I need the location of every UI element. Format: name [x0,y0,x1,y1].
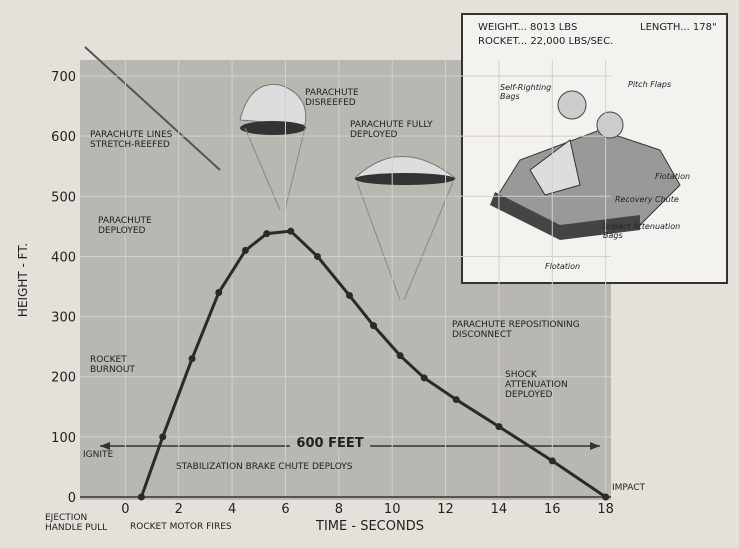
x-tick-label: 8 [335,502,343,517]
inset-label: Flotation [545,262,605,271]
y-tick-label: 200 [51,371,76,386]
y-tick-label: 700 [51,70,76,85]
y-axis-label: HEIGHT - FT. [16,243,30,317]
data-point [549,457,556,464]
annotation: EJECTION HANDLE PULL [45,513,120,533]
y-tick-label: 300 [51,311,76,326]
annotation: STABILIZATION BRAKE CHUTE DEPLOYS [176,462,406,472]
annotation: PARACHUTE FULLY DEPLOYED [350,120,440,140]
annotation: PARACHUTE LINES STRETCH-REEFED [90,130,185,150]
data-point [602,494,609,501]
inset-spec: ROCKET... 22,000 LBS/SEC. [478,36,678,47]
inset-spec: LENGTH... 178" [640,22,720,33]
annotation: ROCKET BURNOUT [90,355,150,375]
x-tick-label: 16 [544,502,561,517]
data-point [189,355,196,362]
data-point [159,433,166,440]
data-point [287,228,294,235]
annotation: IMPACT [612,483,672,493]
annotation: PARACHUTE DEPLOYED [98,216,178,236]
inset-label: Recovery Chute [615,195,695,204]
annotation: 600 FEET [290,439,370,449]
inset-box [462,14,727,283]
x-axis-label: TIME - SECONDS [315,519,424,534]
data-point [453,396,460,403]
x-tick-label: 6 [281,502,289,517]
annotation: SHOCK ATTENUATION DEPLOYED [505,370,595,400]
inset-label: Flotation [655,172,715,181]
y-tick-label: 600 [51,130,76,145]
annotation: ROCKET MOTOR FIRES [130,522,280,532]
x-tick-label: 14 [491,502,508,517]
data-point [263,230,270,237]
data-point [242,247,249,254]
y-tick-label: 400 [51,250,76,265]
data-point [495,423,502,430]
x-tick-label: 4 [228,502,236,517]
x-tick-label: 2 [175,502,183,517]
data-point [370,322,377,329]
data-point [138,494,145,501]
annotation: IGNITE [83,450,133,460]
data-point [314,253,321,260]
data-point [346,292,353,299]
inset-label: Pitch Flaps [628,80,698,89]
inset-label: Impact Attenuation Bags [603,222,693,240]
data-point [215,289,222,296]
data-point [421,374,428,381]
y-tick-label: 500 [51,190,76,205]
page: 0 100 200 300 400 500 600 700 0 2 4 6 8 10 12 14 16 18 TIM… [0,0,739,548]
annotation: PARACHUTE DISREEFED [305,88,375,108]
inset-label: Self-Righting Bags [500,83,560,101]
inset-spec: WEIGHT... 8013 LBS [478,22,608,33]
x-tick-label: 18 [597,502,614,517]
annotation: PARACHUTE REPOSITIONING DISCONNECT [452,320,602,340]
data-point [397,352,404,359]
x-tick-label: 0 [121,502,129,517]
y-tick-label: 0 [68,491,76,506]
x-tick-label: 12 [437,502,454,517]
x-tick-label: 10 [384,502,401,517]
y-tick-label: 100 [51,431,76,446]
